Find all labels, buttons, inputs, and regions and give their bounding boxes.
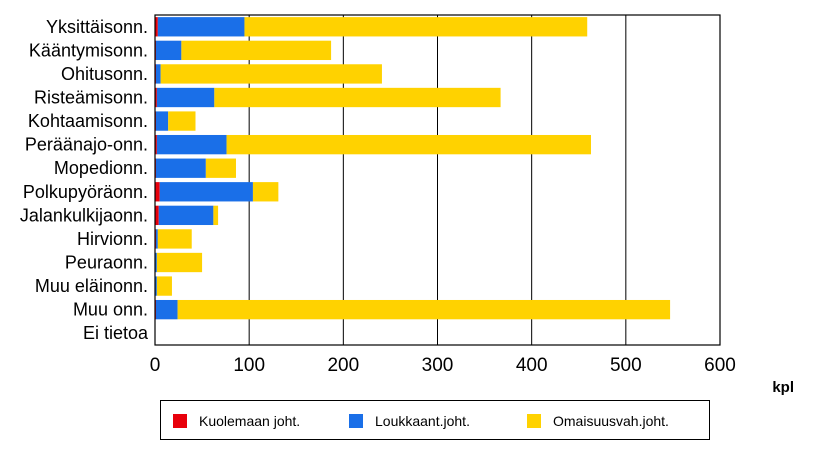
bar-segment: [155, 134, 157, 155]
x-tick-labels: 0 100 200 300 400 500 600: [150, 355, 736, 376]
bar-segment: [177, 299, 671, 320]
legend-label: Loukkaant.joht.: [375, 413, 470, 429]
x-tick-label: 600: [704, 355, 736, 376]
bar-segment: [252, 182, 279, 202]
bar-segment: [155, 299, 178, 320]
category-label: Peräänajo-onn.: [25, 135, 148, 155]
category-label: Muu onn.: [73, 300, 148, 320]
legend-swatch-red: [173, 414, 187, 428]
bar-segment: [155, 252, 157, 273]
legend-item-loukkaant: Loukkaant.joht.: [349, 412, 470, 430]
category-label: Peuraonn.: [65, 253, 148, 273]
bar-segment: [205, 158, 236, 178]
x-tick-label: 100: [233, 355, 265, 376]
x-axis-label: kpl: [772, 379, 794, 396]
plot-frame: [154, 14, 721, 346]
x-tick-label: 300: [422, 355, 454, 376]
bar-segment: [157, 229, 192, 249]
category-label: Kääntymisonn.: [29, 40, 148, 60]
legend-item-omaisuusvah: Omaisuusvah.joht.: [527, 412, 669, 430]
legend-item-kuolemaan: Kuolemaan joht.: [173, 412, 300, 430]
bar-segment: [155, 158, 206, 178]
x-tick-label: 400: [516, 355, 548, 376]
bar-segment: [157, 17, 245, 37]
category-label: Hirvionn.: [77, 229, 148, 249]
category-label: Kohtaamisonn.: [28, 111, 148, 131]
bar-segment: [155, 87, 157, 108]
bar-segment: [155, 205, 159, 226]
category-label: Muu eläinonn.: [35, 276, 148, 296]
category-labels: Yksittäisonn. Kääntymisonn. Ohitusonn. Rist…: [20, 17, 149, 343]
bar-segment: [214, 87, 501, 108]
legend-swatch-yellow: [527, 414, 541, 428]
x-tick-label: 200: [327, 355, 359, 376]
x-tick-label: 0: [150, 355, 161, 376]
bar-segment: [168, 111, 196, 131]
category-label: Polkupyöräonn.: [23, 182, 148, 202]
bar-segment: [155, 40, 182, 61]
legend: Kuolemaan joht. Loukkaant.joht. Omaisuus…: [160, 400, 710, 440]
category-label: Jalankulkijaonn.: [20, 205, 148, 225]
bar-segment: [155, 111, 169, 131]
bars: [155, 17, 671, 320]
legend-swatch-blue: [349, 414, 363, 428]
bar-segment: [159, 182, 253, 202]
bar-segment: [156, 252, 203, 273]
bar-segment: [244, 17, 588, 37]
bar-segment: [156, 276, 172, 296]
bar-segment: [156, 134, 227, 155]
bar-segment: [155, 229, 158, 249]
legend-label: Omaisuusvah.joht.: [553, 413, 669, 429]
x-tick-label: 500: [610, 355, 642, 376]
bar-segment: [155, 276, 157, 296]
category-label: Risteämisonn.: [34, 88, 148, 108]
bar-segment: [160, 64, 382, 84]
bar-segment: [156, 87, 215, 108]
bar-segment: [155, 182, 160, 202]
bar-segment: [155, 64, 161, 84]
bar-segment: [181, 40, 332, 61]
category-label: Mopedionn.: [54, 158, 148, 178]
bar-segment: [213, 205, 219, 226]
category-label: Ohitusonn.: [61, 64, 148, 84]
category-label: Ei tietoa: [83, 323, 149, 343]
bar-segment: [158, 205, 214, 226]
legend-label: Kuolemaan joht.: [199, 413, 301, 429]
bar-segment: [155, 17, 158, 37]
bar-segment: [226, 134, 591, 155]
category-label: Yksittäisonn.: [46, 17, 148, 37]
